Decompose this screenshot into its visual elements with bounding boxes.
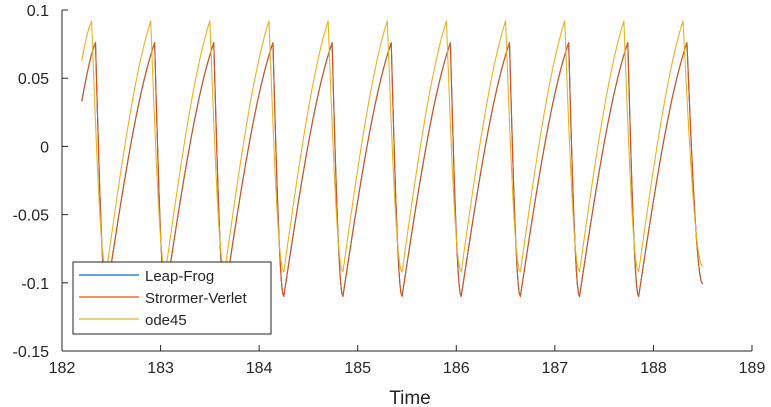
x-axis-title: Time	[389, 388, 431, 407]
x-tick-label: 184	[246, 360, 273, 377]
y-tick-label: -0.15	[13, 344, 50, 361]
legend-label: Leap-Frog	[145, 268, 214, 285]
x-axis-ticks: 182 183 184 185 186 187 188 189	[49, 345, 766, 377]
x-tick-label: 183	[147, 360, 174, 377]
legend-label: ode45	[145, 312, 187, 329]
series-line-2	[81, 20, 704, 273]
axes	[61, 10, 752, 352]
y-tick-label: 0.05	[18, 71, 49, 88]
x-tick-label: 186	[443, 360, 470, 377]
y-tick-label: -0.05	[13, 208, 50, 225]
legend-label: Strormer-Verlet	[145, 290, 248, 307]
x-tick-label: 187	[542, 360, 569, 377]
y-tick-label: 0.1	[27, 3, 49, 20]
y-axis-ticks: -0.15 -0.1 -0.05 0 0.05 0.1	[13, 3, 68, 361]
legend-box	[72, 261, 272, 335]
x-tick-label: 185	[344, 360, 371, 377]
series-lines	[81, 20, 704, 297]
x-tick-label: 182	[49, 360, 76, 377]
x-tick-label: 189	[739, 360, 766, 377]
legend: Leap-Frog Strormer-Verlet ode45	[72, 261, 272, 335]
x-tick-label: 188	[640, 360, 667, 377]
y-tick-label: 0	[40, 139, 49, 156]
y-tick-label: -0.1	[21, 276, 49, 293]
